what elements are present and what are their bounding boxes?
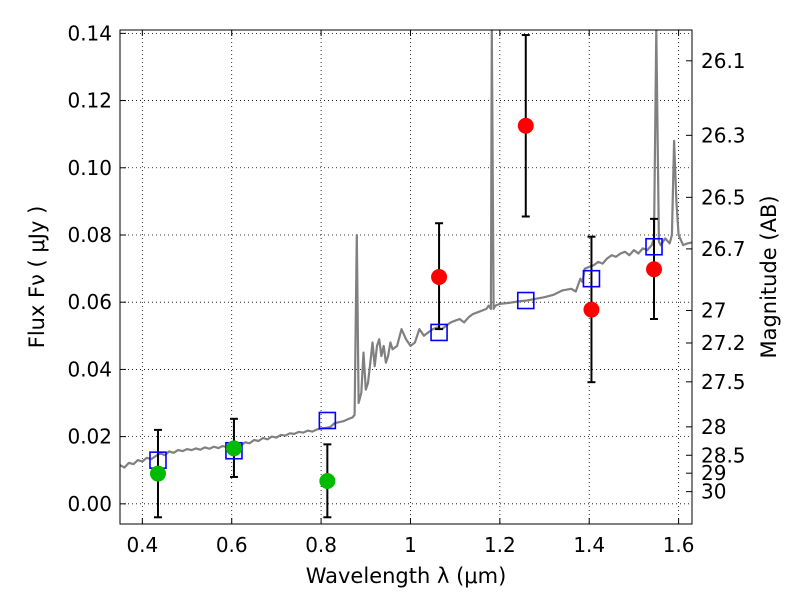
x-tick-label: 1.4: [573, 533, 605, 557]
grid-lines: [120, 30, 692, 524]
low-significance-point: [319, 472, 336, 489]
x-axis-label: Wavelength λ (μm): [306, 564, 507, 588]
axis-ticks: [120, 30, 692, 524]
x-tick-label: 1.6: [663, 533, 695, 557]
x-tick-label: 0.4: [126, 533, 158, 557]
model-photometry-square: [645, 237, 663, 256]
model-photometry-square: [582, 269, 601, 288]
y-tick-label: 0.02: [67, 425, 112, 449]
y2-tick-label: 28.5: [701, 443, 746, 467]
y2-tick-label: 27.5: [701, 370, 746, 394]
plot-frame: [119, 29, 693, 525]
model-photometry-square: [516, 291, 535, 310]
y-tick-label: 0.04: [67, 357, 112, 381]
low-significance-point: [225, 440, 242, 457]
y2-tick-label: 29: [701, 461, 726, 485]
model-spectrum-layer: [120, 30, 692, 469]
x-tick-label: 0.6: [216, 533, 248, 557]
y2-tick-label: 26.1: [701, 49, 746, 73]
y-tick-label: 0.14: [67, 21, 112, 45]
y-axis-label: Flux Fν ( μJy ): [25, 206, 49, 349]
y2-tick-label: 26.7: [701, 237, 746, 261]
y2-tick-label: 26.3: [701, 123, 746, 147]
y-tick-label: 0.06: [67, 290, 112, 314]
y2-tick-label: 27: [701, 298, 726, 322]
model-photometry-square: [318, 411, 337, 430]
y-tick-label: 0.08: [67, 223, 112, 247]
detection-point: [583, 301, 600, 318]
detection-point: [517, 117, 534, 134]
low-significance-point: [149, 465, 166, 482]
detection-point: [431, 269, 448, 285]
y-tick-label: 0.10: [67, 156, 112, 180]
y2-axis-label: Magnitude (AB): [757, 195, 781, 358]
detection-point: [646, 261, 663, 278]
y2-tick-label: 27.2: [701, 331, 746, 355]
model-photometry-square: [430, 323, 448, 342]
x-tick-label: 0.8: [305, 533, 337, 557]
model-spectrum-line: [120, 30, 692, 469]
x-tick-label: 1: [404, 533, 417, 557]
marker-layer: [149, 117, 663, 489]
y2-tick-label: 26.5: [701, 185, 746, 209]
y2-tick-label: 30: [701, 480, 726, 504]
y-tick-label: 0.00: [67, 492, 112, 516]
y-tick-label: 0.12: [67, 89, 112, 113]
x-tick-label: 1.2: [484, 533, 516, 557]
y2-tick-label: 28: [701, 415, 726, 439]
tick-labels: 0.4 0.6 0.8 1 1.2 1.4 1.6 0.00 0.02 0.04 0.06 0.08 0…: [67, 21, 745, 557]
